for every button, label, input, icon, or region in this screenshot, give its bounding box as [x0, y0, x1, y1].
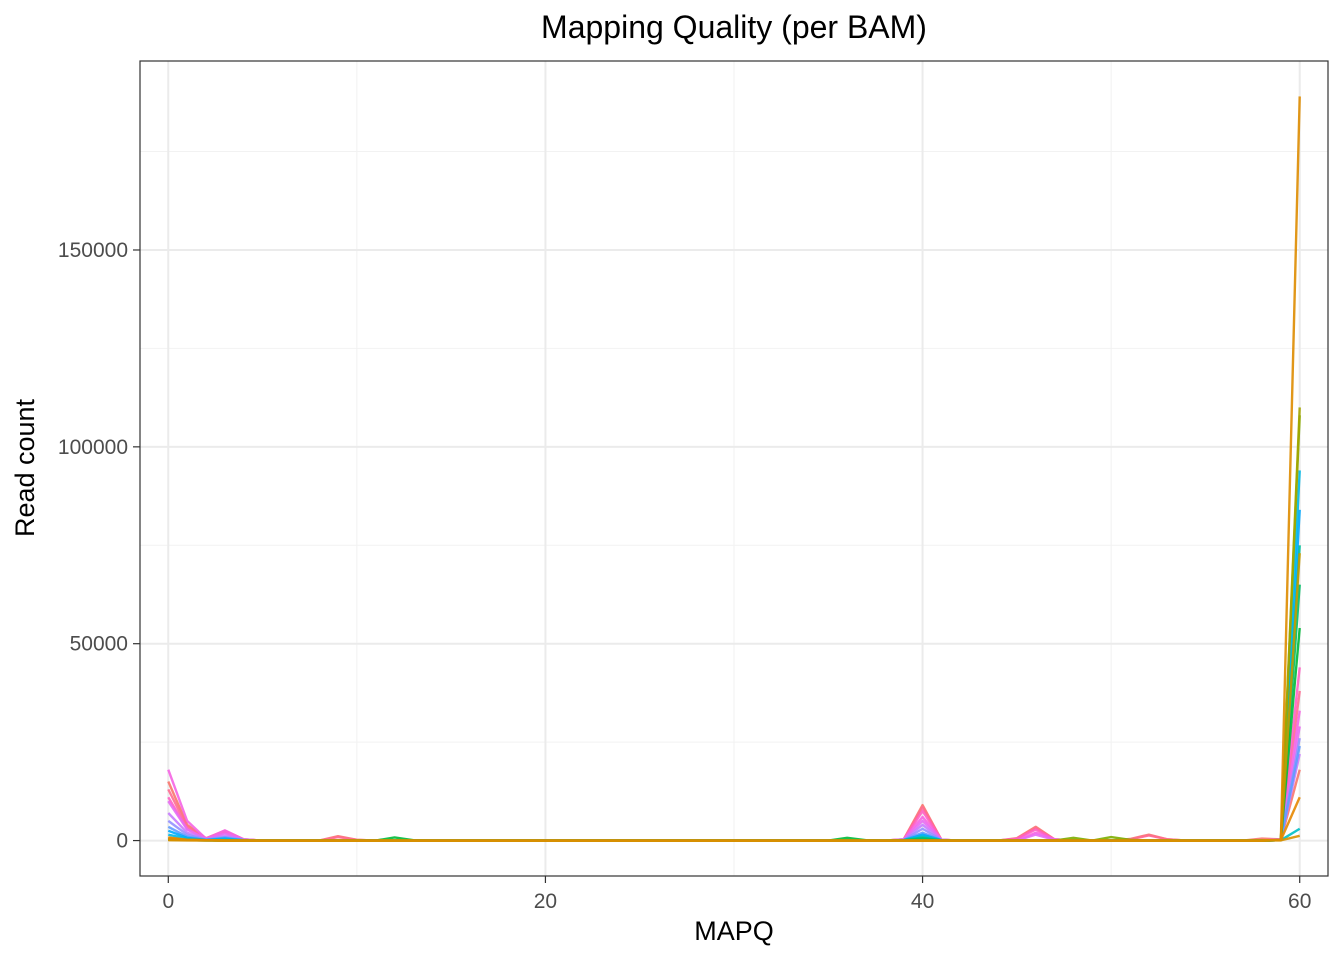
minor-gridlines	[140, 61, 1328, 876]
x-tick-label: 40	[911, 890, 934, 913]
x-axis-title: MAPQ	[694, 916, 774, 946]
series-group	[167, 96, 1301, 842]
y-axis-title: Read count	[10, 398, 40, 537]
y-tick-label: 50000	[70, 633, 128, 656]
y-tick-label: 100000	[58, 436, 128, 459]
y-axis: 0 50000 100000 150000	[58, 239, 140, 853]
y-tick-label: 150000	[58, 239, 128, 262]
x-axis: 0 20 40 60	[162, 876, 1311, 913]
x-tick-label: 60	[1288, 890, 1311, 913]
chart-title: Mapping Quality (per BAM)	[541, 9, 927, 45]
y-tick-label: 0	[116, 830, 128, 853]
x-tick-label: 20	[534, 890, 557, 913]
x-tick-label: 0	[162, 890, 174, 913]
panel-border	[139, 60, 1329, 877]
series-line-20	[168, 834, 1300, 842]
